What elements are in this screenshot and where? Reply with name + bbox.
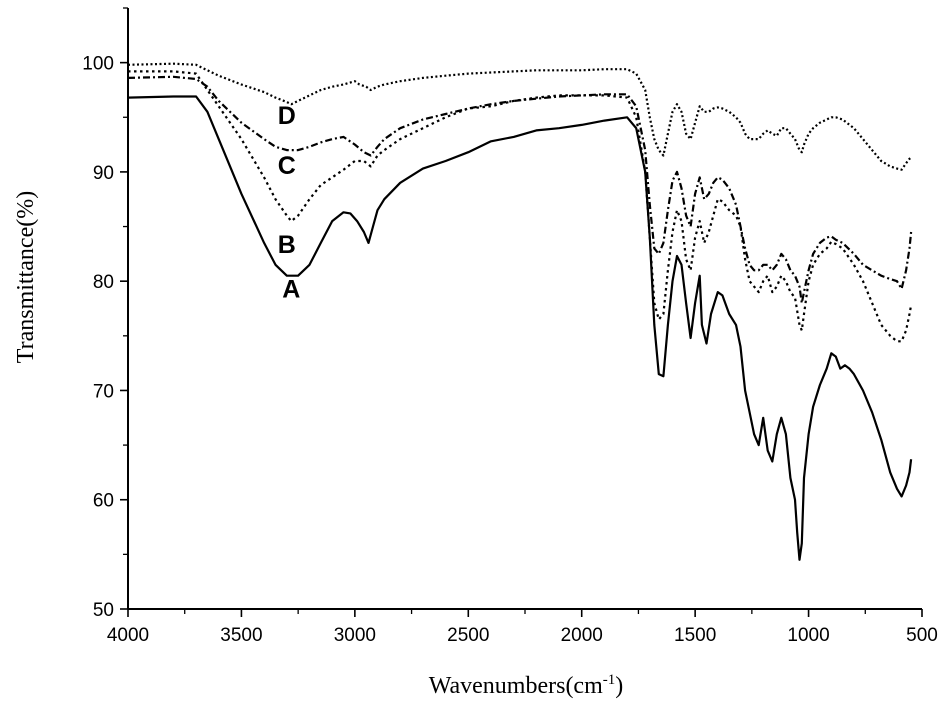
series-line-a <box>127 95 913 561</box>
x-axis-title-close: ) <box>615 673 623 699</box>
x-tick-label: 1000 <box>787 625 829 646</box>
series-layer <box>127 62 913 561</box>
x-tick-label: 4000 <box>107 625 149 646</box>
x-tick-label: 2500 <box>447 625 489 646</box>
y-axis-title: Transmittance(%) <box>13 191 39 363</box>
curve-label-a: A <box>282 276 300 304</box>
y-tick-label: 80 <box>93 272 114 293</box>
x-axis-title-sup: -1 <box>603 672 616 688</box>
curve-label-c: C <box>278 152 296 180</box>
x-tick-label: 1500 <box>674 625 716 646</box>
x-tick-label: 2000 <box>561 625 603 646</box>
axes: 50 60 70 80 90 100 4000 3500 3000 2500 2000 1500 100… <box>82 7 938 646</box>
y-tick-label: 60 <box>93 491 114 512</box>
x-axis-title-main: Wavenumbers(cm <box>429 673 603 699</box>
y-tick-label: 70 <box>93 381 114 402</box>
y-tick-label: 50 <box>93 600 114 621</box>
series-line-b <box>128 70 913 343</box>
x-axis-title: Wavenumbers(cm-1) <box>429 672 624 699</box>
x-tick-label: 3000 <box>334 625 376 646</box>
series-line-d <box>127 62 912 171</box>
y-tick-label: 100 <box>82 54 114 75</box>
series-line-c <box>127 75 913 305</box>
x-tick-label: 3500 <box>220 625 262 646</box>
curve-label-b: B <box>278 231 296 259</box>
y-tick-label: 90 <box>93 163 114 184</box>
curve-labels: AB CD <box>278 102 301 304</box>
curve-label-d: D <box>278 102 296 130</box>
x-tick-label: 500 <box>906 625 938 646</box>
